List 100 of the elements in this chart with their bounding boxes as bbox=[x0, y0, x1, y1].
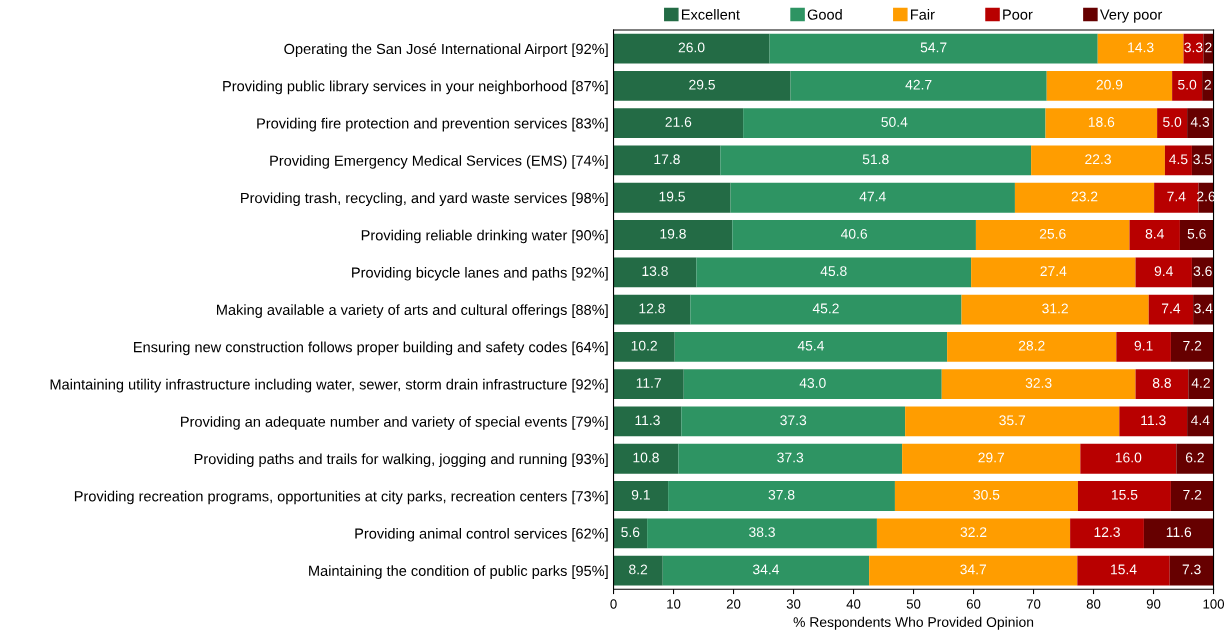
data-label: 10.8 bbox=[633, 452, 659, 463]
bar bbox=[696, 257, 972, 288]
y-tick-label: Providing public library services in your neighborhood [87%] bbox=[223, 80, 608, 95]
bar bbox=[613, 70, 791, 101]
bar bbox=[1172, 70, 1203, 101]
legend-label: Very poor bbox=[1099, 9, 1163, 23]
y-tick-label: Providing fire protection and prevention services [83%] bbox=[257, 117, 608, 132]
bar bbox=[1080, 443, 1177, 474]
data-label: 5.0 bbox=[1178, 79, 1197, 90]
bar bbox=[720, 145, 1032, 176]
bar bbox=[1169, 555, 1214, 586]
data-label: 34.7 bbox=[960, 564, 987, 575]
bar bbox=[668, 481, 895, 511]
x-tick-label: 30 bbox=[786, 599, 801, 609]
x-tick-label: 40 bbox=[846, 599, 861, 609]
bar bbox=[894, 481, 1078, 511]
x-tick-label: 0 bbox=[610, 599, 617, 609]
data-label: 26.0 bbox=[678, 42, 705, 53]
data-label: 47.4 bbox=[859, 191, 886, 202]
bar bbox=[1129, 220, 1180, 250]
data-label: 22.3 bbox=[1085, 154, 1111, 165]
legend-label: Excellent bbox=[681, 9, 740, 20]
bar bbox=[1046, 70, 1173, 101]
bar bbox=[1135, 369, 1189, 400]
data-label: 3.5 bbox=[1193, 154, 1212, 165]
bar bbox=[690, 294, 962, 325]
data-label: 9.4 bbox=[1154, 266, 1173, 277]
data-label: 21.6 bbox=[665, 117, 692, 127]
data-label: 8.8 bbox=[1152, 378, 1171, 388]
data-label: 34.4 bbox=[752, 564, 780, 575]
data-label: 37.3 bbox=[780, 415, 807, 426]
bar bbox=[971, 257, 1136, 288]
x-tick-label: 70 bbox=[1026, 599, 1041, 609]
y-tick-label: Ensuring new construction follows proper building and safety codes [64%] bbox=[134, 341, 608, 356]
bar bbox=[1031, 145, 1165, 176]
y-tick-label: Operating the San José International Airport [92%] bbox=[284, 43, 608, 57]
bar bbox=[905, 406, 1120, 437]
data-label: 11.3 bbox=[635, 415, 660, 426]
bar bbox=[1116, 331, 1171, 362]
bar bbox=[613, 369, 684, 400]
data-label: 32.3 bbox=[1025, 378, 1052, 388]
bar bbox=[1176, 443, 1214, 474]
bar bbox=[1097, 33, 1184, 64]
bar bbox=[1188, 369, 1214, 400]
bar bbox=[613, 108, 744, 139]
y-tick-label: Providing an adequate number and variety of special events [79%] bbox=[181, 416, 608, 430]
bar bbox=[613, 33, 770, 64]
data-label: 8.4 bbox=[1145, 228, 1164, 239]
data-label: 51.8 bbox=[862, 154, 889, 165]
bar bbox=[1170, 331, 1214, 362]
bar bbox=[941, 369, 1136, 400]
data-label: 29.7 bbox=[978, 452, 1005, 463]
data-label: 31.2 bbox=[1042, 303, 1068, 314]
data-label: 13.8 bbox=[642, 266, 668, 277]
y-tick-label: Providing Emergency Medical Services (EMS) [74%] bbox=[270, 155, 608, 169]
bar bbox=[1187, 108, 1213, 139]
x-tick-label: 90 bbox=[1146, 599, 1161, 609]
bar bbox=[1077, 481, 1171, 511]
data-label: 23.2 bbox=[1071, 191, 1098, 202]
data-label: 19.8 bbox=[660, 228, 686, 239]
data-label: 6.2 bbox=[1185, 452, 1204, 463]
data-label: 9.1 bbox=[1134, 340, 1153, 351]
y-tick-label: Making available a variety of arts and cultural offerings [88%] bbox=[217, 304, 608, 318]
data-label: 5.6 bbox=[1187, 228, 1206, 239]
bar bbox=[674, 331, 948, 362]
x-tick-label: 20 bbox=[726, 599, 741, 609]
data-label: 10.2 bbox=[631, 340, 657, 351]
bar bbox=[1154, 182, 1199, 213]
bar bbox=[1014, 182, 1155, 213]
legend-label: Good bbox=[807, 9, 842, 20]
bar bbox=[1148, 294, 1194, 325]
data-label: 54.7 bbox=[920, 42, 947, 53]
bar bbox=[681, 406, 906, 437]
y-tick-label: Providing paths and trails for walking, jogging and running [93%] bbox=[194, 453, 608, 468]
bar bbox=[1202, 70, 1214, 101]
bar bbox=[1135, 257, 1192, 288]
data-label: 14.3 bbox=[1128, 42, 1154, 53]
data-label: 20.9 bbox=[1096, 79, 1123, 90]
legend-label: Fair bbox=[911, 9, 935, 20]
bar bbox=[1179, 220, 1214, 250]
data-label: 11.7 bbox=[636, 378, 661, 388]
bar bbox=[1070, 518, 1144, 549]
bar bbox=[1077, 555, 1170, 586]
data-label: 4.3 bbox=[1190, 117, 1210, 127]
bar bbox=[1164, 145, 1192, 176]
data-label: 42.7 bbox=[905, 79, 932, 90]
bar bbox=[743, 108, 1046, 139]
data-label: 3.6 bbox=[1193, 266, 1212, 277]
data-label: 45.4 bbox=[797, 340, 825, 351]
x-axis-title: % Respondents Who Provided Opinion bbox=[793, 616, 1034, 630]
data-label: 7.4 bbox=[1167, 191, 1186, 202]
bar bbox=[961, 294, 1149, 325]
data-label: 7.2 bbox=[1183, 489, 1202, 500]
data-label: 3.3 bbox=[1184, 42, 1203, 53]
data-label: 40.6 bbox=[840, 228, 868, 239]
bar bbox=[1119, 406, 1188, 437]
data-label: 15.5 bbox=[1111, 490, 1138, 500]
data-label: 45.2 bbox=[812, 303, 839, 314]
data-label: 37.8 bbox=[768, 489, 795, 500]
data-label: 32.2 bbox=[960, 527, 987, 538]
